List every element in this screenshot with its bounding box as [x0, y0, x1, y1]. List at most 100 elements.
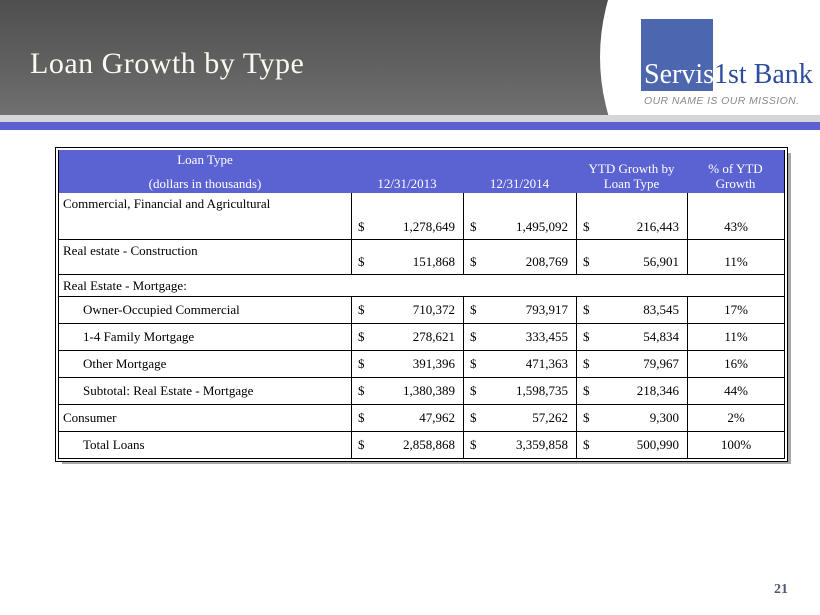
- cell-value: 710,372: [412, 302, 455, 317]
- cell-growth: $500,990: [576, 432, 687, 458]
- dollar-sign: $: [470, 329, 477, 344]
- cell-growth: $218,346: [576, 378, 687, 404]
- logo-wordmark-1st-bank: 1st Bank: [714, 59, 813, 90]
- table-inner: Loan Type (dollars in thousands) 12/31/2…: [58, 150, 785, 459]
- cell-2013: $710,372: [351, 297, 463, 323]
- cell-pct: 17%: [687, 297, 784, 323]
- row-label: Total Loans: [83, 437, 145, 452]
- loan-growth-table: Loan Type (dollars in thousands) 12/31/2…: [55, 147, 788, 462]
- dollar-sign: $: [470, 437, 477, 452]
- dollar-sign: $: [470, 219, 477, 234]
- dollar-sign: $: [583, 254, 590, 269]
- section-label: Real Estate - Mortgage:: [63, 277, 187, 293]
- title-band: Loan Growth by Type Servis1st Bank OUR N…: [0, 0, 820, 115]
- table-section-mortgage: Real Estate - Mortgage:: [59, 275, 784, 297]
- cell-growth: $79,967: [576, 351, 687, 377]
- col-header-2014: 12/31/2014: [463, 150, 576, 193]
- cell-pct: 11%: [687, 240, 784, 274]
- table-row-construction: Real estate - Construction $151,868 $208…: [59, 240, 784, 275]
- row-label: Other Mortgage: [83, 356, 167, 371]
- dollar-sign: $: [583, 437, 590, 452]
- col-header-pct-ytd-line1: % of YTD: [708, 161, 763, 176]
- table-row-commercial: Commercial, Financial and Agricultural $…: [59, 193, 784, 240]
- cell-value: 1,278,649: [403, 219, 455, 234]
- cell-growth: $9,300: [576, 405, 687, 431]
- cell-pct: 44%: [687, 378, 784, 404]
- col-header-loan-type-line2: (dollars in thousands): [148, 176, 262, 191]
- dollar-sign: $: [358, 437, 365, 452]
- cell-growth: $216,443: [576, 193, 687, 239]
- cell-value: 391,396: [412, 356, 455, 371]
- cell-growth: $56,901: [576, 240, 687, 274]
- cell-value: 2,858,868: [403, 437, 455, 452]
- dollar-sign: $: [358, 254, 365, 269]
- cell-2013: $1,380,389: [351, 378, 463, 404]
- cell-value: 3,359,858: [516, 437, 568, 452]
- col-header-loan-type-line1: Loan Type: [177, 152, 233, 167]
- dollar-sign: $: [358, 383, 365, 398]
- cell-2013: $47,962: [351, 405, 463, 431]
- col-header-ytd-growth-line2: Loan Type: [603, 176, 660, 191]
- table-row-consumer: Consumer $47,962 $57,262 $9,300 2%: [59, 405, 784, 432]
- row-label: Consumer: [63, 410, 117, 425]
- cell-value: 79,967: [643, 356, 679, 371]
- cell-2014: $1,495,092: [463, 193, 576, 239]
- page-number: 21: [774, 582, 788, 597]
- cell-value: 83,545: [643, 302, 679, 317]
- row-label: Real estate - Construction: [63, 243, 198, 258]
- cell-2014: $793,917: [463, 297, 576, 323]
- divider-blue: [0, 122, 820, 130]
- cell-2014: $57,262: [463, 405, 576, 431]
- col-header-2013: 12/31/2013: [351, 150, 463, 193]
- bank-logo: Servis1st Bank OUR NAME IS OUR MISSION.: [641, 19, 813, 111]
- cell-value: 333,455: [525, 329, 568, 344]
- cell-value: 54,834: [643, 329, 679, 344]
- logo-tagline: OUR NAME IS OUR MISSION.: [644, 95, 800, 107]
- col-header-loan-type: Loan Type (dollars in thousands): [59, 150, 351, 193]
- logo-wordmark-servis: Servis: [644, 59, 714, 90]
- dollar-sign: $: [358, 356, 365, 371]
- dollar-sign: $: [358, 219, 365, 234]
- cell-2014: $3,359,858: [463, 432, 576, 458]
- cell-value: 471,363: [525, 356, 568, 371]
- col-header-ytd-growth-line1: YTD Growth by: [588, 161, 675, 176]
- cell-value: 151,868: [412, 254, 455, 269]
- cell-2014: $471,363: [463, 351, 576, 377]
- cell-growth: $54,834: [576, 324, 687, 350]
- cell-2014: $1,598,735: [463, 378, 576, 404]
- cell-value: 216,443: [636, 219, 679, 234]
- dollar-sign: $: [470, 410, 477, 425]
- cell-value: 57,262: [532, 410, 568, 425]
- cell-2014: $208,769: [463, 240, 576, 274]
- col-header-2014-label: 12/31/2014: [489, 176, 550, 191]
- cell-value: 1,598,735: [516, 383, 568, 398]
- cell-2013: $1,278,649: [351, 193, 463, 239]
- dollar-sign: $: [358, 302, 365, 317]
- col-header-ytd-growth: YTD Growth by Loan Type: [576, 150, 687, 193]
- dollar-sign: $: [583, 383, 590, 398]
- table-row-family-mortgage: 1-4 Family Mortgage $278,621 $333,455 $5…: [59, 324, 784, 351]
- divider-gray: [0, 115, 820, 122]
- cell-2013: $278,621: [351, 324, 463, 350]
- cell-value: 1,380,389: [403, 383, 455, 398]
- dollar-sign: $: [583, 410, 590, 425]
- table-row-subtotal-mortgage: Subtotal: Real Estate - Mortgage $1,380,…: [59, 378, 784, 405]
- dollar-sign: $: [470, 254, 477, 269]
- cell-value: 793,917: [525, 302, 568, 317]
- cell-growth: $83,545: [576, 297, 687, 323]
- cell-value: 47,962: [419, 410, 455, 425]
- dollar-sign: $: [470, 356, 477, 371]
- table-row-other-mortgage: Other Mortgage $391,396 $471,363 $79,967…: [59, 351, 784, 378]
- col-header-2013-label: 12/31/2013: [377, 176, 437, 191]
- dollar-sign: $: [470, 302, 477, 317]
- table-header-row: Loan Type (dollars in thousands) 12/31/2…: [59, 150, 784, 193]
- cell-value: 1,495,092: [516, 219, 568, 234]
- row-label: 1-4 Family Mortgage: [83, 329, 195, 344]
- table-row-owner-occupied: Owner-Occupied Commercial $710,372 $793,…: [59, 297, 784, 324]
- slide-title: Loan Growth by Type: [30, 47, 305, 80]
- cell-value: 56,901: [643, 254, 679, 269]
- cell-value: 9,300: [649, 410, 679, 425]
- cell-value: 500,990: [636, 437, 679, 452]
- dollar-sign: $: [470, 383, 477, 398]
